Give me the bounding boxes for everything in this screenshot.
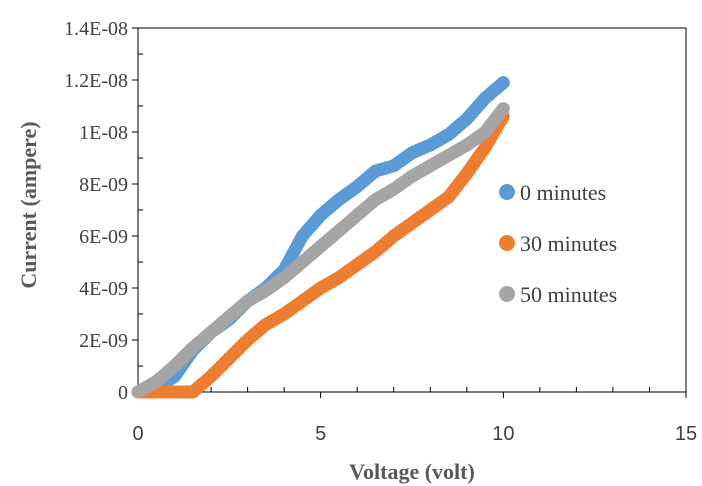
data-point <box>496 76 510 90</box>
y-tick-label: 1.2E-08 <box>64 70 128 92</box>
y-tick-label: 4E-09 <box>79 278 128 300</box>
legend-marker <box>499 184 515 200</box>
x-tick-label: 5 <box>315 423 326 445</box>
y-tick-label: 1.4E-08 <box>64 18 128 40</box>
legend-label: 50 minutes <box>520 282 617 307</box>
x-tick-label: 10 <box>492 423 514 445</box>
legend-label: 0 minutes <box>520 180 606 205</box>
legend: 0 minutes 30 minutes 50 minutes <box>499 180 617 307</box>
data-point <box>496 102 510 116</box>
x-axis-title: Voltage (volt) <box>349 459 475 484</box>
x-tick-label: 0 <box>132 423 143 445</box>
tick-labels: 0 2E-09 4E-09 6E-09 8E-09 1E-08 1.2E-08 1.4E-08… <box>64 18 697 445</box>
legend-marker <box>499 235 515 251</box>
legend-marker <box>499 286 515 302</box>
axes <box>132 27 687 398</box>
y-axis-title: Current (ampere) <box>16 121 41 288</box>
x-tick-label: 15 <box>675 423 697 445</box>
plot-area <box>131 76 510 399</box>
y-tick-label: 2E-09 <box>79 330 128 352</box>
y-tick-label: 6E-09 <box>79 226 128 248</box>
series-2 <box>131 102 510 399</box>
legend-label: 30 minutes <box>520 231 617 256</box>
y-tick-label: 8E-09 <box>79 174 128 196</box>
y-tick-label: 0 <box>118 382 128 404</box>
y-tick-label: 1E-08 <box>79 122 128 144</box>
